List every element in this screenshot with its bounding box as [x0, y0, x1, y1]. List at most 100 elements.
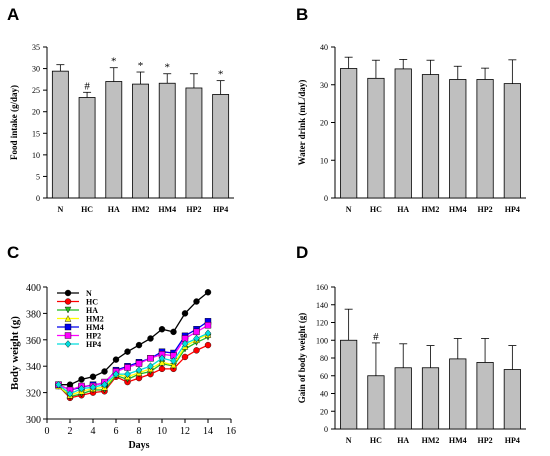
legend-label: HP4 [86, 340, 101, 349]
x-tick-label: HP4 [505, 205, 520, 214]
legend-label: HC [86, 298, 98, 307]
y-tick-label: 380 [26, 309, 41, 320]
data-point [147, 355, 154, 362]
significance-mark: * [164, 62, 170, 74]
data-point [89, 383, 97, 392]
data-point [112, 356, 120, 363]
bar [476, 362, 494, 430]
x-tick-label: 16 [226, 426, 236, 437]
data-point [147, 362, 154, 371]
y-tick-label: 0 [324, 194, 328, 203]
significance-mark: # [373, 331, 379, 343]
panel-b: B 0 10 20 30 40 Water drink (mL/day) N HC HA HM2 HM… [296, 5, 526, 214]
data-point [135, 360, 143, 367]
bar [185, 87, 203, 199]
bar [449, 358, 467, 430]
data-point [181, 310, 189, 317]
data-point [66, 390, 74, 398]
bar [340, 68, 358, 199]
x-tick-label: 10 [157, 426, 167, 437]
x-tick-label: 12 [180, 426, 190, 437]
y-tick-label: 320 [26, 389, 41, 400]
y-tick-label: 300 [26, 415, 41, 426]
data-point [158, 358, 166, 366]
data-point [112, 370, 120, 378]
x-tick-label: HP4 [505, 436, 520, 445]
data-point [124, 364, 131, 371]
data-point [181, 353, 189, 361]
x-tick-label: HP4 [213, 205, 228, 214]
y-tick-label: 10 [32, 151, 40, 160]
data-point [170, 361, 177, 369]
y-tick-label: 400 [26, 283, 41, 294]
data-point [64, 315, 72, 322]
y-tick-label: 0 [36, 194, 40, 203]
y-tick-label: 20 [320, 119, 328, 128]
bar [105, 81, 123, 199]
data-point [78, 376, 85, 383]
x-tick-label: N [57, 205, 63, 214]
legend-label: N [86, 289, 92, 298]
data-point [204, 329, 212, 338]
y-tick-label: 40 [320, 43, 328, 52]
bar [421, 367, 440, 430]
bar [367, 77, 385, 199]
legend-label: HP2 [86, 332, 101, 341]
panel-a: A 0 5 10 15 20 25 30 35 Food intake (g/day) N # HC * H… [7, 5, 234, 214]
data-point [64, 298, 72, 305]
y-tick-label: 5 [36, 172, 40, 181]
y-tick-label: 100 [316, 336, 328, 345]
y-tick-label: 340 [26, 362, 41, 373]
x-tick-label: 4 [91, 426, 96, 437]
legend-label: HA [86, 306, 98, 315]
y-tick-label: 160 [316, 283, 328, 292]
x-tick-label: HP2 [478, 436, 493, 445]
x-tick-label: HM2 [422, 436, 440, 445]
x-tick-label: N [346, 205, 352, 214]
data-point [64, 289, 72, 297]
y-tick-label: 30 [320, 81, 328, 90]
panel-letter: D [296, 243, 308, 262]
data-point [55, 380, 62, 389]
data-point [101, 380, 108, 389]
y-tick-label: 35 [32, 43, 40, 52]
x-tick-label: HA [108, 205, 120, 214]
panel-c: C 300 320 340 360 380 400 0 2 4 6 8 10 12 14 16 Days Body… [7, 243, 236, 451]
y-tick-label: 140 [316, 301, 328, 310]
x-tick-label: HP2 [186, 205, 201, 214]
y-tick-label: 80 [320, 354, 328, 363]
data-point [193, 328, 200, 336]
bar [421, 74, 440, 199]
y-axis-label: Gain of body weight (g) [297, 313, 307, 404]
y-tick-label: 20 [32, 108, 40, 117]
data-point [78, 384, 85, 393]
bar [476, 79, 494, 199]
data-point [135, 366, 143, 374]
x-tick-label: HM4 [449, 205, 467, 214]
data-point [170, 328, 177, 336]
x-tick-label: HM4 [158, 205, 176, 214]
y-tick-label: 0 [324, 425, 328, 434]
y-tick-label: 30 [32, 65, 40, 74]
x-tick-label: 14 [203, 426, 213, 437]
data-point [193, 298, 200, 305]
data-point [89, 373, 97, 380]
data-point [204, 341, 212, 349]
legend-label: HM2 [86, 315, 104, 324]
data-point [170, 357, 177, 365]
data-point [64, 323, 72, 331]
bar [158, 82, 176, 199]
x-tick-label: 2 [68, 426, 73, 437]
data-point [124, 370, 131, 378]
data-point [124, 348, 131, 355]
data-point [147, 335, 154, 342]
y-tick-label: 25 [32, 86, 40, 95]
x-tick-label: HC [370, 205, 382, 214]
significance-mark: * [138, 60, 144, 72]
x-tick-label: 6 [114, 426, 119, 437]
data-point [158, 354, 166, 363]
data-point [204, 322, 212, 329]
x-tick-label: HC [370, 436, 382, 445]
x-tick-label: N [346, 436, 352, 445]
